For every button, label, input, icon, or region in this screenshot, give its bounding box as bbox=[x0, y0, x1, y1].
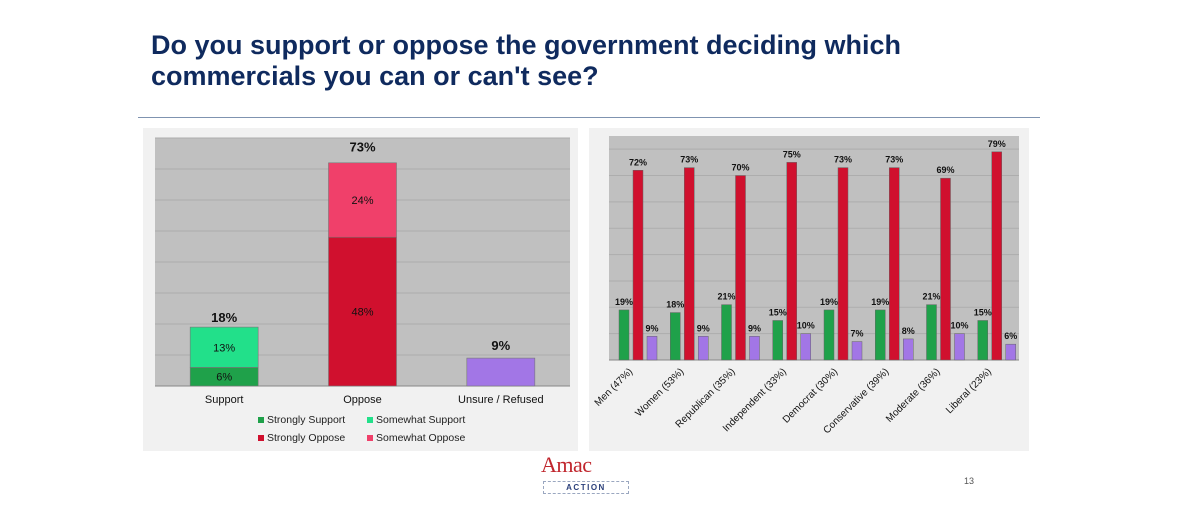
bar-support-republican-35 bbox=[721, 304, 732, 361]
data-label: 19% bbox=[820, 297, 838, 307]
category-label: Moderate (36%) bbox=[884, 366, 942, 424]
title-divider bbox=[138, 117, 1040, 118]
data-label: 10% bbox=[950, 321, 968, 331]
data-label: 21% bbox=[717, 292, 735, 302]
bar-oppose-moderate-36 bbox=[940, 177, 951, 361]
legend-strongly-oppose: Strongly Oppose bbox=[258, 432, 345, 444]
legend-swatch bbox=[367, 417, 373, 423]
demographics-chart-panel: 19% 72% 9% Men (47%) 18% 73% 9% Women (53%) 21% 7… bbox=[589, 128, 1029, 451]
bar-unsure-refused-unsure-refused bbox=[466, 357, 536, 387]
bar-oppose-liberal-23 bbox=[991, 151, 1002, 361]
category-label: Women (53%) bbox=[634, 366, 687, 419]
data-label: 48% bbox=[351, 307, 373, 319]
legend-strongly-support: Strongly Support bbox=[258, 414, 345, 426]
legend-label: Somewhat Oppose bbox=[376, 432, 466, 444]
bar-unsure-refused-women-53 bbox=[698, 336, 709, 361]
data-label: 24% bbox=[351, 195, 373, 207]
legend-somewhat-support: Somewhat Support bbox=[367, 414, 465, 426]
legend-swatch bbox=[367, 435, 373, 441]
legend-label: Somewhat Support bbox=[376, 414, 466, 426]
bar-somewhat-oppose-oppose bbox=[328, 162, 397, 238]
total-label: 18% bbox=[211, 310, 237, 325]
page-title: Do you support or oppose the government … bbox=[151, 30, 902, 91]
data-label: 7% bbox=[850, 329, 863, 339]
data-label: 19% bbox=[615, 297, 633, 307]
amac-action-logo: Amac ACTION bbox=[533, 452, 634, 498]
data-label: 19% bbox=[871, 297, 889, 307]
legend-label: Strongly Oppose bbox=[267, 432, 346, 444]
bar-somewhat-support-support bbox=[189, 326, 259, 368]
data-label: 72% bbox=[629, 157, 647, 167]
overall-chart-panel: 6% 13% 18% Support 48% 24% 73% Oppose 9% Unsure /… bbox=[143, 128, 578, 451]
data-label: 9% bbox=[645, 323, 658, 333]
bar-oppose-men-47 bbox=[632, 170, 644, 361]
overall-stacked-bar-chart: 6% 13% 18% Support 48% 24% 73% Oppose 9% Unsure /… bbox=[155, 137, 570, 406]
bar-unsure-refused-men-47 bbox=[646, 336, 658, 361]
category-label: Democrat (30%) bbox=[781, 366, 840, 425]
legend-somewhat-oppose: Somewhat Oppose bbox=[367, 432, 465, 444]
data-label: 15% bbox=[769, 307, 787, 317]
data-label: 75% bbox=[783, 149, 801, 159]
data-label: 73% bbox=[680, 155, 698, 165]
data-label: 9% bbox=[697, 323, 710, 333]
bar-unsure-refused-conservative-39 bbox=[903, 338, 914, 361]
data-label: 70% bbox=[731, 163, 749, 173]
bar-unsure-refused-liberal-23 bbox=[1005, 343, 1016, 361]
data-label: 69% bbox=[936, 165, 954, 175]
bar-support-independent-33 bbox=[772, 320, 783, 361]
bar-support-men-47 bbox=[618, 309, 630, 361]
logo-sub: ACTION bbox=[543, 481, 629, 494]
bar-strongly-oppose-oppose bbox=[328, 236, 397, 387]
bar-oppose-democrat-30 bbox=[837, 167, 849, 361]
data-label: 18% bbox=[666, 300, 684, 310]
total-label: 73% bbox=[349, 140, 375, 155]
category-label: Support bbox=[205, 394, 244, 406]
category-label: Men (47%) bbox=[593, 366, 635, 408]
total-label: 9% bbox=[491, 338, 510, 353]
data-label: 13% bbox=[213, 342, 235, 354]
data-label: 73% bbox=[834, 155, 852, 165]
data-label: 9% bbox=[748, 323, 761, 333]
bar-unsure-refused-democrat-30 bbox=[851, 341, 863, 361]
bar-unsure-refused-republican-35 bbox=[749, 336, 760, 361]
data-label: 79% bbox=[988, 139, 1006, 149]
bar-support-democrat-30 bbox=[823, 309, 835, 361]
bar-oppose-conservative-39 bbox=[889, 167, 900, 361]
bar-oppose-women-53 bbox=[684, 167, 695, 361]
category-label: Oppose bbox=[343, 394, 382, 406]
demographics-bar-chart: 19% 72% 9% Men (47%) 18% 73% 9% Women (53%) 21% 7… bbox=[593, 136, 1019, 436]
data-label: 15% bbox=[974, 307, 992, 317]
bar-unsure-refused-independent-33 bbox=[800, 333, 811, 361]
bar-support-women-53 bbox=[670, 312, 681, 361]
legend-label: Strongly Support bbox=[267, 414, 346, 426]
bar-oppose-independent-33 bbox=[786, 162, 797, 361]
data-label: 21% bbox=[922, 292, 940, 302]
bar-support-liberal-23 bbox=[977, 320, 988, 361]
page-number: 13 bbox=[964, 476, 975, 486]
category-label: Unsure / Refused bbox=[458, 394, 544, 406]
legend-swatch bbox=[258, 417, 264, 423]
bar-support-moderate-36 bbox=[926, 304, 937, 361]
logo-name: Amac bbox=[541, 452, 592, 477]
data-label: 6% bbox=[1004, 331, 1017, 341]
data-label: 6% bbox=[216, 372, 232, 384]
legend-swatch bbox=[258, 435, 264, 441]
bar-support-conservative-39 bbox=[875, 309, 886, 361]
data-label: 73% bbox=[885, 155, 903, 165]
category-label: Liberal (23%) bbox=[944, 366, 994, 416]
data-label: 8% bbox=[902, 326, 915, 336]
data-label: 10% bbox=[797, 321, 815, 331]
bar-unsure-refused-moderate-36 bbox=[954, 333, 965, 361]
bar-oppose-republican-35 bbox=[735, 175, 746, 361]
